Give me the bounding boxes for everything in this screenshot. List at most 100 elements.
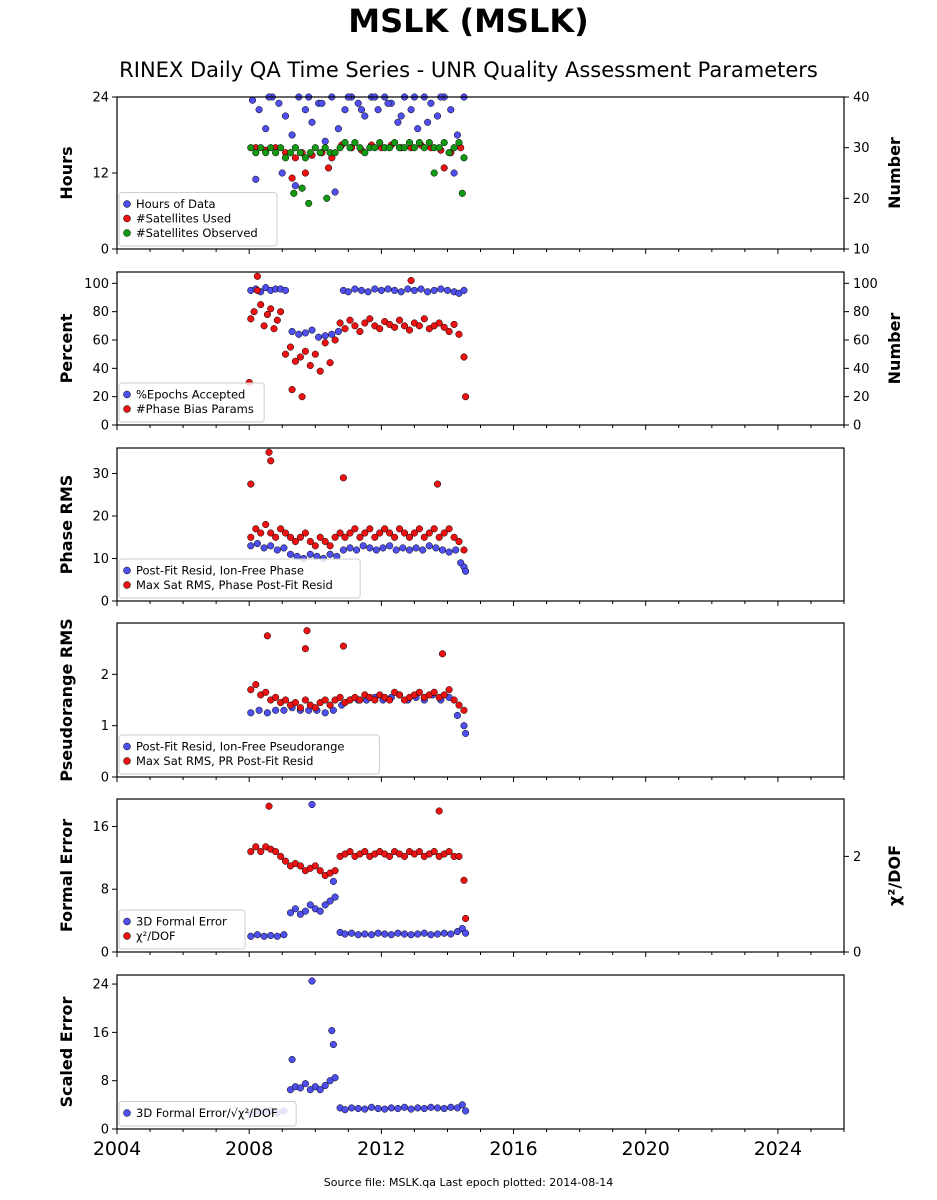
data-point-p3-s1-10 bbox=[296, 704, 304, 712]
data-point-p4-s1-34 bbox=[415, 848, 423, 856]
data-point-p5-s0-13 bbox=[321, 1081, 329, 1090]
legend-label-p1-s1: #Phase Bias Params bbox=[136, 402, 254, 416]
y2-tick-label-p1-60: 60 bbox=[853, 334, 870, 349]
y-axis-label-2: Phase RMS bbox=[57, 475, 76, 575]
y-tick-label-p1-60: 60 bbox=[92, 334, 109, 349]
data-point-p0-s2-33 bbox=[410, 144, 418, 152]
data-point-p1-s1-2 bbox=[253, 286, 261, 294]
data-point-p0-s0-2 bbox=[262, 125, 270, 133]
data-point-p3-s1-28 bbox=[386, 696, 394, 704]
legend-marker-p0-s1 bbox=[123, 214, 131, 223]
legend-marker-p1-s1 bbox=[123, 405, 131, 413]
data-point-p1-s1-43 bbox=[445, 327, 453, 336]
data-point-p2-s0-19 bbox=[372, 546, 380, 554]
data-point-p4-s1-46 bbox=[462, 914, 470, 923]
data-point-p0-s2-11 bbox=[301, 154, 309, 162]
data-point-p1-s1-45 bbox=[455, 330, 463, 338]
data-point-p4-s1-5 bbox=[272, 848, 280, 856]
data-point-p4-s0-22 bbox=[374, 929, 382, 937]
data-point-p3-s1-37 bbox=[430, 688, 438, 696]
data-point-p1-s0-31 bbox=[437, 285, 445, 293]
data-point-p1-s0-18 bbox=[351, 285, 359, 293]
data-point-p0-s2-1 bbox=[252, 149, 260, 157]
data-point-p0-s2-12 bbox=[306, 149, 314, 157]
data-point-p2-s1-48 bbox=[433, 480, 442, 488]
data-point-p0-s0-43 bbox=[384, 99, 392, 107]
data-point-p4-s0-26 bbox=[400, 930, 409, 938]
data-point-p4-s0-15 bbox=[331, 893, 339, 901]
data-point-p3-s1-0 bbox=[247, 686, 255, 694]
y-tick-label-p0-0: 0 bbox=[101, 243, 109, 258]
data-point-p2-s1-9 bbox=[291, 537, 299, 546]
data-point-p4-s0-27 bbox=[407, 931, 415, 939]
data-point-p0-s2-43 bbox=[460, 154, 468, 162]
data-point-p2-s1-25 bbox=[371, 533, 379, 541]
data-point-p1-s0-28 bbox=[417, 285, 425, 293]
data-point-p2-s1-2 bbox=[257, 529, 265, 537]
data-point-p1-s1-23 bbox=[346, 316, 354, 324]
data-point-p4-s0-33 bbox=[447, 930, 455, 938]
x-tick-label-2008: 2008 bbox=[225, 1138, 273, 1160]
data-point-p4-s0-10 bbox=[306, 901, 314, 909]
data-point-p4-s1-6 bbox=[277, 852, 285, 860]
data-point-p4-s1-44 bbox=[265, 802, 273, 810]
data-point-p4-s1-17 bbox=[331, 867, 339, 875]
data-point-p5-s0-30 bbox=[427, 1103, 435, 1111]
data-point-p4-s1-37 bbox=[430, 848, 438, 856]
data-point-p4-s0-14 bbox=[326, 897, 334, 905]
y-tick-label-p5-0: 0 bbox=[101, 1123, 109, 1138]
legend-marker-p3-s1 bbox=[123, 757, 131, 765]
data-point-p5-s0-38 bbox=[328, 1027, 336, 1035]
data-point-p4-s0-23 bbox=[381, 930, 389, 938]
data-point-p1-s1-38 bbox=[420, 315, 428, 323]
x-tick-label-2012: 2012 bbox=[357, 1138, 405, 1160]
data-point-p1-s1-44 bbox=[450, 320, 458, 328]
y2-tick-label-p4-0: 0 bbox=[853, 946, 861, 961]
data-point-p2-s1-19 bbox=[341, 533, 349, 541]
y-tick-label-p4-8: 8 bbox=[101, 883, 109, 898]
legend-label-p2-s0: Post-Fit Resid, Ion-Free Phase bbox=[136, 564, 304, 578]
data-point-p4-s0-12 bbox=[316, 907, 324, 915]
y-axis-label-3: Pseudorange RMS bbox=[57, 618, 76, 781]
data-point-p4-s1-14 bbox=[316, 867, 324, 875]
data-point-p4-s1-10 bbox=[296, 862, 304, 870]
data-point-p3-s0-26 bbox=[460, 722, 468, 730]
data-point-p0-s0-13 bbox=[334, 125, 342, 133]
data-point-p0-s2-38 bbox=[435, 144, 443, 152]
data-point-p3-s1-40 bbox=[445, 686, 453, 694]
data-point-p0-s0-4 bbox=[275, 99, 283, 107]
data-point-p1-s1-46 bbox=[460, 353, 468, 361]
data-point-p1-s1-22 bbox=[341, 325, 349, 333]
legend-label-p0-s0: Hours of Data bbox=[136, 197, 216, 211]
data-point-p4-s0-36 bbox=[462, 929, 470, 937]
data-point-p0-s2-7 bbox=[281, 154, 290, 162]
legend-label-p4-s0: 3D Formal Error bbox=[136, 915, 227, 929]
data-point-p1-s1-24 bbox=[351, 322, 359, 330]
data-point-p2-s0-26 bbox=[419, 546, 427, 554]
data-point-p2-s0-28 bbox=[432, 544, 440, 552]
data-point-p2-s0-12 bbox=[326, 550, 334, 558]
data-point-p5-s0-36 bbox=[462, 1107, 470, 1115]
data-point-p1-s1-29 bbox=[376, 325, 384, 333]
data-point-p4-s0-32 bbox=[440, 929, 448, 937]
data-point-p3-s1-30 bbox=[395, 691, 404, 699]
data-point-p1-s1-35 bbox=[405, 326, 414, 334]
data-point-p1-s1-37 bbox=[415, 322, 423, 330]
data-point-p1-s1-20 bbox=[331, 336, 339, 344]
data-point-p1-s0-32 bbox=[443, 286, 452, 294]
data-point-p0-s0-28 bbox=[433, 112, 442, 120]
y-tick-label-p2-30: 30 bbox=[92, 467, 109, 482]
data-point-p2-s1-17 bbox=[331, 533, 339, 541]
data-point-p4-s0-21 bbox=[367, 931, 376, 939]
data-point-p2-s0-5 bbox=[280, 544, 288, 552]
data-point-p0-s0-38 bbox=[318, 99, 326, 107]
data-point-p3-s1-43 bbox=[460, 706, 468, 714]
data-point-p4-s0-29 bbox=[420, 929, 428, 937]
data-point-p0-s2-29 bbox=[391, 139, 399, 147]
data-point-p0-s0-19 bbox=[374, 106, 382, 114]
legend-box-2 bbox=[118, 558, 361, 599]
data-point-p1-s0-8 bbox=[288, 327, 296, 336]
legend-label-p0-s2: #Satellites Observed bbox=[136, 226, 258, 240]
data-point-p4-s1-13 bbox=[311, 862, 319, 870]
y2-tick-label-p1-20: 20 bbox=[853, 390, 870, 405]
